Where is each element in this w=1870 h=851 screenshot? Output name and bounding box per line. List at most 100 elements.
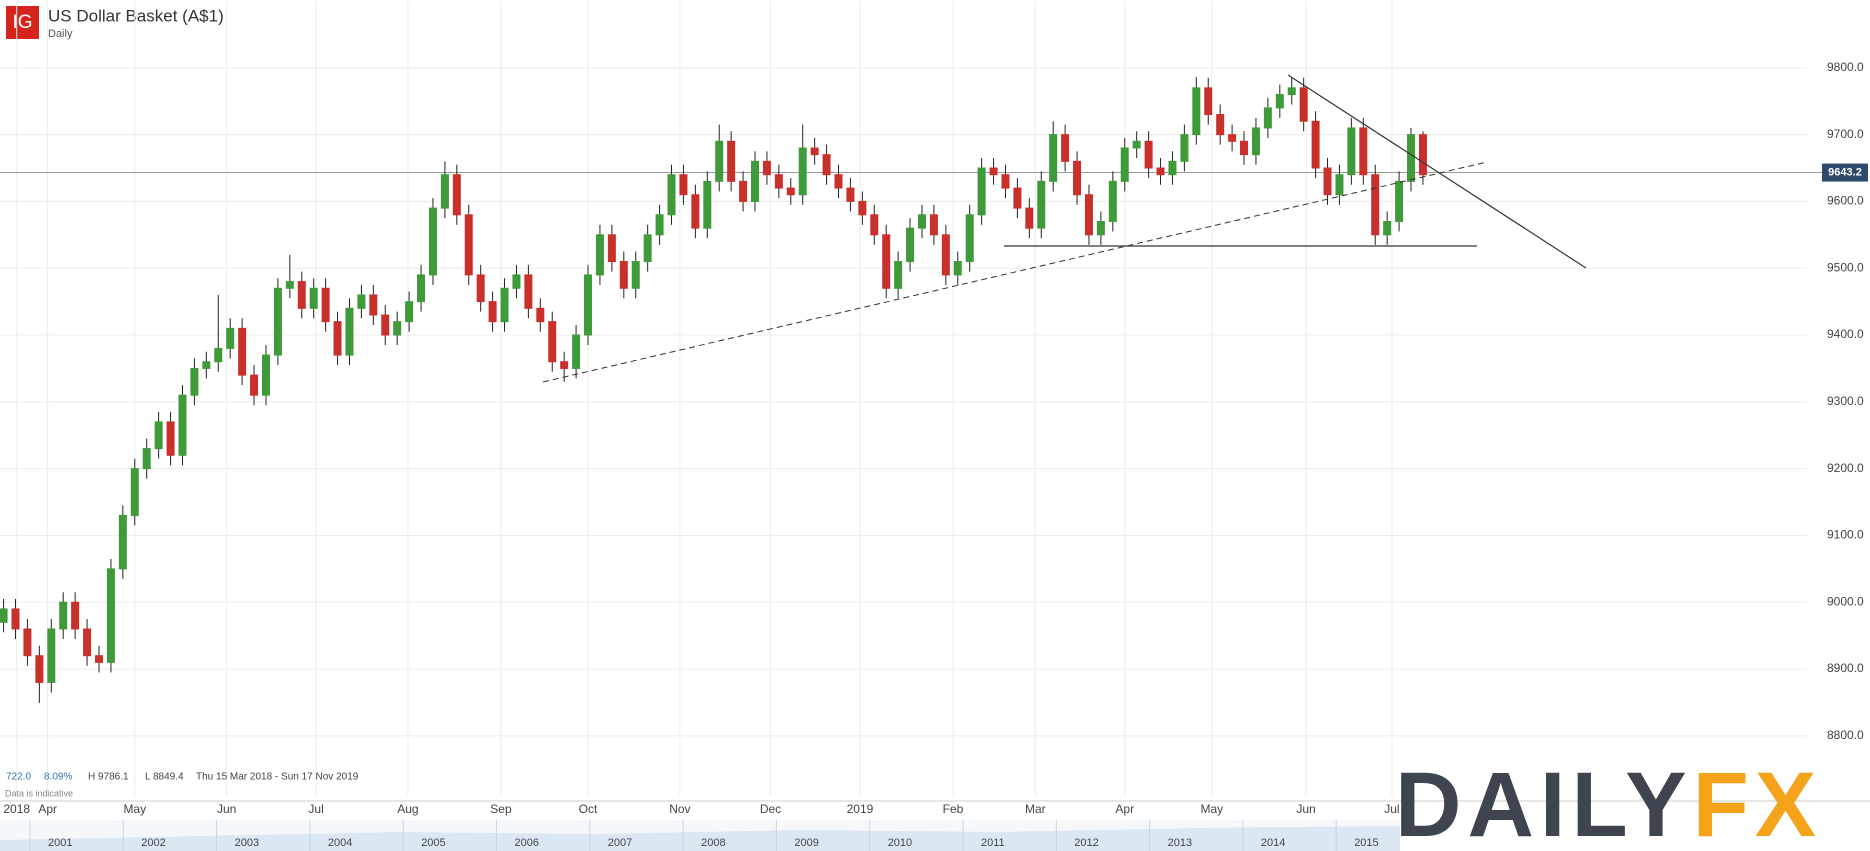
candle-body — [1287, 87, 1296, 96]
watermark-main: DAILY — [1395, 754, 1693, 851]
candle-body — [1383, 220, 1392, 236]
candle-body — [1275, 94, 1284, 109]
candle-body — [584, 274, 593, 336]
candle-body — [1335, 174, 1344, 196]
logo-box — [6, 6, 39, 39]
candle-body — [1180, 134, 1189, 162]
logo: IG — [12, 12, 32, 33]
candle-body — [1251, 127, 1260, 156]
candle-body — [1108, 180, 1117, 222]
candle-body — [1001, 174, 1010, 189]
candle-body — [297, 281, 306, 309]
support-trendline — [542, 161, 1488, 383]
candle-body — [548, 321, 557, 363]
candle-body — [1395, 180, 1404, 222]
candle-body — [417, 274, 426, 303]
navigator-year: 2010 — [888, 837, 912, 849]
candle-body — [512, 274, 521, 289]
candle-body — [667, 174, 676, 216]
candle-body — [428, 207, 437, 276]
candle-body — [488, 301, 497, 323]
candle-body — [643, 234, 652, 263]
candle-body — [810, 147, 819, 156]
navigator-year: 2013 — [1168, 837, 1192, 849]
x-tick-label: Mar — [1025, 802, 1046, 816]
candle-body — [273, 287, 282, 356]
chart-title: US Dollar Basket (A$1) — [48, 6, 224, 25]
candle-body — [1263, 107, 1272, 129]
candle-body — [941, 234, 950, 276]
candle-body — [476, 274, 485, 303]
candle-body — [393, 321, 402, 336]
navigator-year: 2006 — [515, 837, 539, 849]
candle-body — [345, 307, 354, 356]
candle-body — [178, 394, 187, 456]
stat: Thu 15 Mar 2018 - Sun 17 Nov 2019 — [196, 772, 359, 783]
candle-body — [631, 261, 640, 289]
navigator-year: 2009 — [794, 837, 818, 849]
candle-body — [929, 214, 938, 236]
candle-body — [83, 628, 92, 657]
candle-body — [751, 160, 760, 202]
candle-body — [11, 608, 20, 630]
candle-body — [1156, 167, 1165, 176]
candle-body — [536, 307, 545, 323]
y-tick-label: 9300.0 — [1827, 394, 1864, 408]
grid: 8800.0 8900.0 9000.0 9100.0 9200.0 9300.0 9400… — [0, 1, 1868, 816]
candle-body — [739, 180, 748, 202]
resistance-trendline — [1287, 74, 1587, 269]
navigator-year: 2004 — [328, 837, 352, 849]
candle-body — [1418, 134, 1427, 176]
candle-body — [965, 214, 974, 263]
candle-body — [1144, 140, 1153, 169]
navigator-year: 2003 — [235, 837, 259, 849]
candle-body — [1096, 220, 1105, 236]
candle-body — [917, 214, 926, 229]
candle-body — [261, 354, 270, 396]
candle-body — [1073, 160, 1082, 196]
y-tick-label: 9600.0 — [1827, 194, 1864, 208]
candle-body — [846, 187, 855, 202]
x-tick-label: Jun — [217, 802, 236, 816]
candle-body — [774, 174, 783, 189]
stat: L 8849.4 — [145, 772, 184, 783]
candle-body — [321, 287, 330, 323]
x-tick-label: 2018 — [3, 802, 30, 816]
y-tick-label: 9200.0 — [1827, 461, 1864, 475]
x-tick-label: Sep — [490, 802, 512, 816]
candle-body — [381, 314, 390, 336]
navigator-year: 2008 — [701, 837, 725, 849]
x-tick-label: May — [1200, 802, 1223, 816]
y-tick-label: 8800.0 — [1827, 728, 1864, 742]
stat: 722.0 — [6, 772, 31, 783]
candle-body — [464, 214, 473, 276]
stat: H 9786.1 — [88, 772, 129, 783]
candle-body — [1204, 87, 1213, 116]
navigator-year: 2011 — [981, 837, 1005, 849]
navigator-year: 2002 — [141, 837, 165, 849]
x-tick-label: Jul — [1384, 802, 1399, 816]
y-tick-label: 9800.0 — [1827, 60, 1864, 74]
navigator-year: 2012 — [1074, 837, 1098, 849]
candle-body — [858, 200, 867, 216]
candle-body — [166, 421, 175, 456]
candle-body — [703, 180, 712, 229]
candle-body — [1061, 134, 1070, 162]
y-tick-label: 9000.0 — [1827, 594, 1864, 608]
candle-body — [23, 628, 32, 657]
candle-body — [500, 287, 509, 323]
candle-body — [1168, 160, 1177, 176]
candle-body — [619, 261, 628, 289]
trend-lines — [542, 74, 1587, 383]
candle-body — [47, 628, 56, 683]
candle-body — [1013, 187, 1022, 209]
candle-body — [691, 194, 700, 229]
candle-body — [894, 261, 903, 289]
watermark-accent: FX — [1693, 754, 1823, 851]
last-price-label: 9643.2 — [1828, 166, 1862, 178]
candle-body — [285, 281, 294, 289]
candle-body — [1228, 134, 1237, 142]
watermark: DAILYFX — [1395, 754, 1822, 851]
navigator-year: 2007 — [608, 837, 632, 849]
